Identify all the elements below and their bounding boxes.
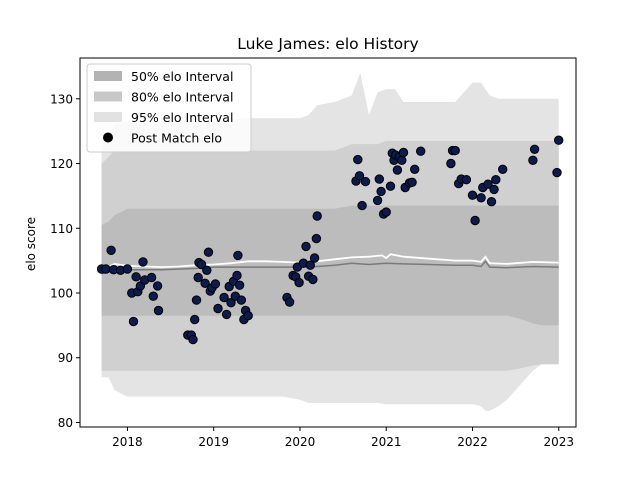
post-match-elo-point [236, 295, 247, 305]
post-match-elo-point [193, 272, 203, 283]
legend-marker [103, 132, 113, 143]
post-match-elo-point [301, 241, 311, 252]
post-match-elo-point [200, 278, 210, 288]
y-tick-label: 120 [50, 157, 73, 171]
post-match-elo-point [233, 250, 243, 261]
post-match-elo-point [294, 277, 304, 288]
post-match-elo-point [489, 184, 499, 195]
post-match-elo-point [213, 303, 223, 314]
post-match-elo-point [483, 179, 493, 189]
post-match-elo-point [106, 245, 116, 256]
legend-entry-label: Post Match elo [131, 131, 222, 146]
post-match-elo-point [190, 314, 200, 325]
x-tick-label: 2018 [112, 435, 143, 449]
post-match-elo-point [309, 253, 320, 263]
post-match-elo-point [398, 147, 409, 158]
post-match-elo-point [305, 260, 315, 270]
post-match-elo-point [486, 197, 497, 207]
post-match-elo-point [381, 207, 391, 217]
legend-box [86, 63, 252, 153]
post-match-elo-point [461, 175, 472, 185]
post-match-elo-point [467, 190, 478, 200]
post-match-elo-point [529, 144, 540, 155]
post-match-elo-point [360, 176, 371, 187]
post-match-elo-point [138, 257, 148, 267]
post-match-elo-point [146, 272, 157, 283]
post-match-elo-point [476, 193, 486, 203]
post-match-elo-point [470, 215, 480, 226]
post-match-elo-point [353, 154, 363, 165]
legend-entry-label: 80% elo Interval [131, 90, 233, 105]
median-elo-line [101, 260, 559, 275]
post-match-elo-point [128, 316, 139, 327]
post-match-elo-point [446, 158, 456, 169]
post-match-elo-point [407, 177, 417, 188]
post-match-elo-point [210, 279, 221, 289]
post-match-elo-point [374, 174, 384, 184]
post-match-elo-point [376, 186, 386, 197]
post-match-elo-point [153, 305, 164, 316]
y-tick-label: 80 [58, 416, 73, 430]
legend: 50% elo Interval 80% elo Interval 95% elo … [86, 63, 252, 153]
post-match-elo-point [498, 164, 508, 175]
post-match-elo-point [311, 233, 322, 244]
legend-entry-label: 95% elo Interval [131, 110, 233, 125]
post-match-elo-point [188, 334, 198, 345]
post-match-elo-point [528, 155, 538, 166]
post-match-elo-point [234, 280, 245, 290]
post-match-elo-point [202, 265, 212, 275]
post-match-elo-point [357, 200, 367, 211]
post-match-elo-point [416, 146, 426, 156]
x-tick-label: 2022 [457, 435, 488, 449]
post-match-elo-point [450, 145, 460, 156]
post-match-elo-point [312, 211, 322, 221]
x-tick-label: 2023 [543, 435, 574, 449]
post-match-elo-point [385, 181, 396, 191]
post-match-elo-point [226, 298, 236, 308]
legend-swatch [94, 112, 122, 122]
post-match-elo-point [552, 167, 562, 178]
post-match-elo-point [397, 155, 407, 166]
legend-swatch [94, 71, 122, 81]
post-match-elo-point [308, 274, 318, 285]
post-match-elo-point [191, 295, 202, 305]
x-tick-label: 2020 [285, 435, 316, 449]
post-match-elo-point [196, 259, 207, 270]
post-match-elo-point [243, 311, 253, 321]
post-match-elo-point [122, 264, 133, 274]
post-match-elo-point [491, 175, 501, 185]
post-match-elo-point [219, 292, 229, 303]
y-tick-label: 130 [50, 92, 73, 106]
post-match-elo-point [101, 264, 111, 274]
post-match-elo-point [284, 297, 295, 307]
mean-elo-line [101, 253, 559, 272]
post-match-elo-point [203, 247, 214, 257]
post-match-elo-point [410, 164, 420, 175]
axes-frame [79, 57, 577, 428]
post-match-elo-point [221, 309, 232, 320]
chart-title: Luke James: elo History [237, 35, 418, 53]
y-tick-label: 100 [50, 286, 73, 300]
post-match-elo-point [148, 291, 159, 301]
y-tick-label: 90 [58, 351, 73, 365]
post-match-elo-point [354, 171, 365, 181]
y-axis-label: elo score [24, 217, 38, 271]
axes: 2018 2019 2020 2021 2022 2023 80 90 100 110 120 130 [50, 57, 577, 449]
y-tick-label: 110 [50, 222, 73, 236]
post-match-elo-point [131, 272, 141, 282]
post-match-elo-point [152, 281, 163, 291]
legend-swatch [94, 91, 122, 102]
plot-area [96, 72, 564, 411]
post-match-elo-point [232, 270, 242, 281]
post-match-elo-point [372, 195, 383, 206]
post-match-elo-point [392, 165, 403, 175]
x-tick-label: 2019 [198, 435, 229, 449]
x-tick-label: 2021 [371, 435, 402, 449]
post-match-elo-point [554, 135, 564, 145]
legend-entry-label: 50% elo Interval [131, 69, 233, 84]
